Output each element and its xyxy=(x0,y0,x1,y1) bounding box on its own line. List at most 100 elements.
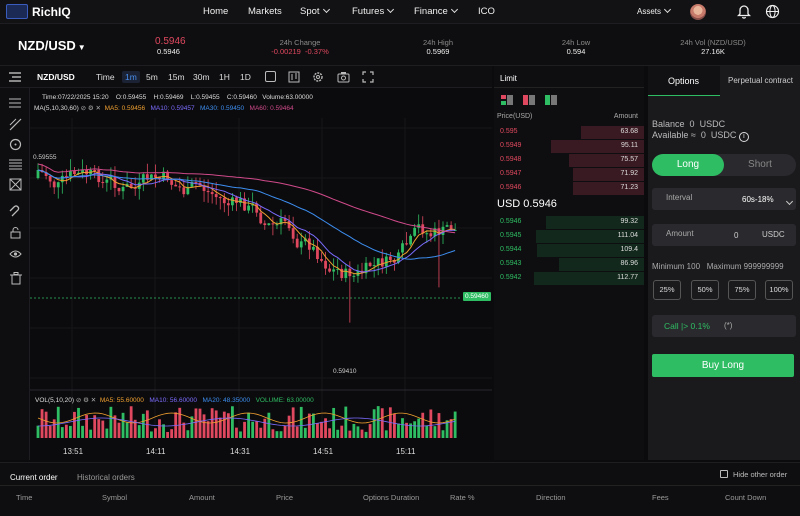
volume-bar xyxy=(368,424,372,438)
volume-bar xyxy=(397,423,400,438)
hide-other-checkbox[interactable] xyxy=(720,470,728,478)
percent-50[interactable]: 50% xyxy=(691,280,719,300)
nav-assets[interactable]: Assets xyxy=(637,5,672,16)
nav-spot[interactable]: Spot xyxy=(300,5,330,17)
nav-markets[interactable]: Markets xyxy=(248,6,282,17)
tab-historical-orders[interactable]: Historical orders xyxy=(77,473,135,482)
nav-finance[interactable]: Finance xyxy=(414,5,458,17)
buy-long-button[interactable]: Buy Long xyxy=(652,354,794,377)
time-tick: 14:31 xyxy=(230,447,251,456)
candle-body xyxy=(380,258,384,267)
nav-ico[interactable]: ICO xyxy=(478,6,495,17)
percent-100[interactable]: 100% xyxy=(765,280,793,300)
menu-icon[interactable] xyxy=(9,72,21,82)
ohlc-close: C:0.59460 xyxy=(226,94,257,101)
tab-perpetual[interactable]: Perpetual contract xyxy=(728,76,793,85)
candle-body xyxy=(105,179,109,183)
interval-5m[interactable]: 5m xyxy=(146,72,158,82)
tab-limit[interactable]: Limit xyxy=(500,74,517,83)
book-asks-icon[interactable] xyxy=(523,95,535,105)
ma30-value: MA30: 0.59450 xyxy=(200,105,245,112)
avatar[interactable] xyxy=(690,4,706,20)
volume-bar xyxy=(259,427,263,438)
pattern-tool-icon[interactable] xyxy=(9,178,22,191)
volume-bar xyxy=(405,422,408,438)
ask-row[interactable]: 0.595 63.68 xyxy=(494,125,644,139)
long-button[interactable]: Long xyxy=(652,154,724,176)
interval-1h[interactable]: 1H xyxy=(219,72,230,82)
candle-body xyxy=(449,225,453,231)
fullscreen-icon[interactable] xyxy=(362,71,374,83)
candle-body xyxy=(48,176,52,182)
candle-body xyxy=(77,172,80,174)
call-suffix: (*) xyxy=(724,321,733,330)
stat-label: 24h High xyxy=(422,38,454,47)
eye-icon[interactable] xyxy=(9,248,22,260)
pair-selector[interactable]: NZD/USD ▼ xyxy=(18,38,86,53)
vol-ma5-line xyxy=(37,412,456,424)
magnet-icon[interactable] xyxy=(9,205,22,218)
bid-row[interactable]: 0.5942 112.77 xyxy=(494,271,644,285)
volume-bar xyxy=(60,427,64,438)
eye-icon[interactable]: ⊘ ⚙ ✕ xyxy=(80,105,101,112)
volume-bar xyxy=(445,420,449,438)
trash-icon[interactable] xyxy=(10,272,22,285)
chart-type-icon[interactable] xyxy=(288,71,300,83)
interval-time[interactable]: Time xyxy=(96,72,115,82)
lock-icon[interactable] xyxy=(9,226,22,239)
logo-icon[interactable] xyxy=(6,4,28,19)
candle-body xyxy=(267,223,271,226)
candle-body xyxy=(364,262,368,274)
vol-tools-icon[interactable]: ⊘ ⚙ ✕ xyxy=(75,397,97,404)
bid-row[interactable]: 0.5945 111.04 xyxy=(494,229,644,243)
call-text: Call |> 0.1% xyxy=(664,321,710,331)
fibonacci-tool-icon[interactable] xyxy=(9,158,22,171)
ma-legend: MA(5,10,30,60) ⊘ ⚙ ✕ MA5: 0.59456 MA10: … xyxy=(34,104,294,112)
circle-tool-icon[interactable] xyxy=(9,138,22,151)
chevron-down-icon xyxy=(663,5,672,14)
bid-row[interactable]: 0.5946 99.32 xyxy=(494,215,644,229)
tab-options[interactable]: Options xyxy=(668,76,700,86)
interval-30m[interactable]: 30m xyxy=(193,72,210,82)
book-both-icon[interactable] xyxy=(501,95,513,105)
tab-current-order[interactable]: Current order xyxy=(10,473,58,482)
ask-row[interactable]: 0.5949 95.11 xyxy=(494,139,644,153)
price-chart[interactable]: Time:07/22/2025 15:20 O:0.59455 H:0.5946… xyxy=(30,88,492,460)
depth-bar xyxy=(536,230,644,243)
interval-15m[interactable]: 15m xyxy=(168,72,185,82)
gear-icon[interactable] xyxy=(312,71,324,83)
trendline-tool-icon[interactable] xyxy=(9,118,22,131)
vol-ma20: MA20: 48.35000 xyxy=(202,397,251,404)
crosshair-tool-icon[interactable] xyxy=(9,98,21,108)
ask-row[interactable]: 0.5948 75.57 xyxy=(494,153,644,167)
interval-1m[interactable]: 1m xyxy=(122,71,140,83)
nav-futures[interactable]: Futures xyxy=(352,5,395,17)
col-symbol: Symbol xyxy=(102,493,128,502)
candlestick-plot[interactable] xyxy=(30,88,492,460)
chevron-down-icon xyxy=(785,197,794,206)
volume-bar xyxy=(425,425,429,438)
ask-row[interactable]: 0.5947 71.92 xyxy=(494,167,644,181)
camera-icon[interactable] xyxy=(337,71,350,83)
stat-label: 24h Low xyxy=(561,38,591,47)
volume-bar xyxy=(413,421,417,438)
info-icon[interactable]: i xyxy=(738,132,749,142)
percent-25[interactable]: 25% xyxy=(653,280,681,300)
bid-row[interactable]: 0.5943 86.96 xyxy=(494,257,644,271)
globe-icon[interactable] xyxy=(765,4,780,19)
bid-row[interactable]: 0.5944 109.4 xyxy=(494,243,644,257)
indicator-icon[interactable] xyxy=(265,71,276,82)
volume-bar xyxy=(162,424,165,438)
bell-icon[interactable] xyxy=(737,4,751,19)
percent-75[interactable]: 75% xyxy=(728,280,756,300)
ask-row[interactable]: 0.5946 71.23 xyxy=(494,181,644,195)
app-name[interactable]: RichIQ xyxy=(32,5,71,19)
book-bids-icon[interactable] xyxy=(545,95,557,105)
amount-field[interactable]: Amount 0 USDC xyxy=(652,224,796,246)
book-amount: 109.4 xyxy=(620,246,638,253)
short-button[interactable]: Short xyxy=(748,159,772,170)
candle-body xyxy=(312,246,315,250)
interval-select[interactable]: Interval 60s-18% xyxy=(652,188,796,210)
nav-home[interactable]: Home xyxy=(203,6,229,17)
interval-1d[interactable]: 1D xyxy=(240,72,251,82)
